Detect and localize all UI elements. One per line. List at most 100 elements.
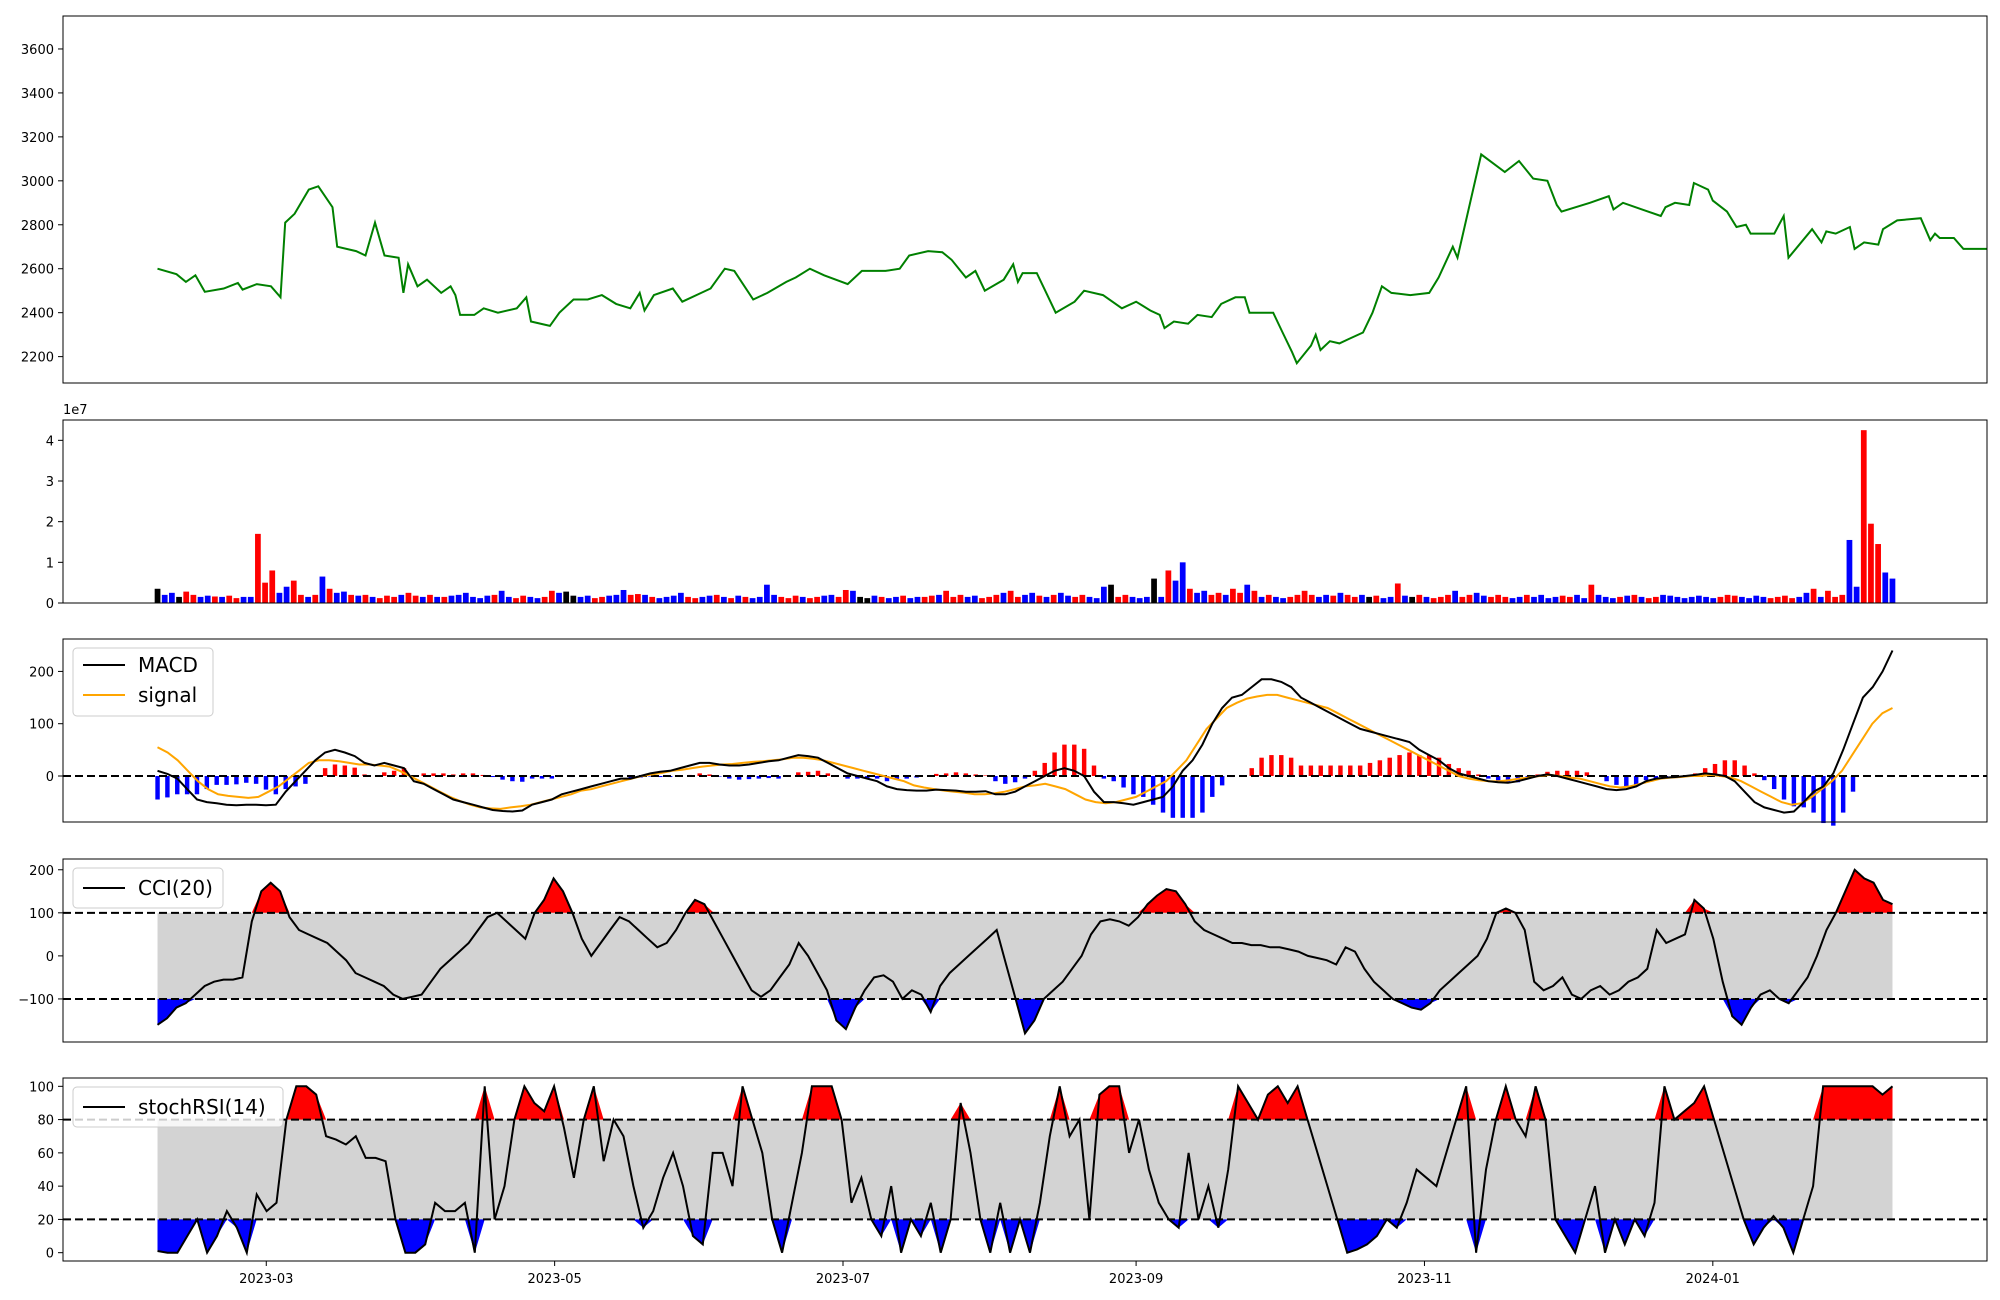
macd-hist-bar bbox=[648, 775, 653, 777]
volume-bar bbox=[1000, 592, 1007, 603]
volume-bar bbox=[556, 592, 562, 603]
macd-hist-bar bbox=[1190, 775, 1195, 818]
macd-hist-bar bbox=[1348, 765, 1353, 776]
volume-bar bbox=[326, 588, 333, 603]
macd-hist-bar bbox=[628, 775, 633, 779]
macd-hist-bar bbox=[1456, 768, 1461, 776]
macd-hist-bar bbox=[391, 770, 397, 776]
price-ytick-label: 3000 bbox=[21, 175, 54, 190]
volume-bar bbox=[455, 594, 462, 603]
volume-bar bbox=[462, 592, 469, 603]
volume-bar bbox=[498, 590, 505, 603]
macd-hist-bar bbox=[1298, 765, 1304, 776]
price-line bbox=[157, 152, 1987, 366]
macd-hist-bar bbox=[224, 775, 229, 785]
macd-hist-bar bbox=[1357, 765, 1363, 776]
macd-hist-bar bbox=[1150, 775, 1156, 805]
volume-bar bbox=[850, 590, 856, 603]
macd-hist-bar bbox=[1653, 775, 1659, 779]
volume-bar bbox=[1696, 595, 1702, 603]
macd-hist-bar bbox=[1397, 755, 1402, 776]
macd-hist-bar bbox=[382, 772, 387, 776]
volume-bar bbox=[1889, 578, 1896, 603]
stochrsi-ytick-label: 20 bbox=[37, 1213, 54, 1228]
cci-panel: −100 0 100 200 CCI(20) bbox=[18, 858, 1988, 1043]
volume-bar bbox=[1373, 595, 1380, 603]
volume-bar bbox=[1782, 595, 1788, 603]
volume-bar bbox=[226, 595, 233, 603]
volume-bar bbox=[706, 595, 713, 603]
macd-hist-bar bbox=[1752, 773, 1757, 776]
volume-bar bbox=[1416, 594, 1423, 603]
macd-hist-bar bbox=[1840, 775, 1846, 813]
volume-bar bbox=[1717, 596, 1724, 603]
macd-hist-bar bbox=[234, 775, 239, 785]
macd-hist-bar bbox=[470, 773, 476, 776]
volume-bar bbox=[1739, 596, 1745, 603]
volume-bar bbox=[1703, 596, 1709, 603]
volume-bar bbox=[1724, 594, 1731, 603]
volume-bar bbox=[1552, 596, 1559, 603]
volume-bar bbox=[219, 596, 225, 603]
volume-bar bbox=[792, 595, 799, 603]
volume-bar bbox=[1688, 596, 1695, 603]
date-axis: 2023-03 2023-05 2023-07 2023-09 2023-11 2024-… bbox=[239, 1261, 1740, 1287]
volume-bar bbox=[1753, 595, 1760, 603]
volume-bar bbox=[1086, 596, 1093, 603]
macd-hist-bar bbox=[855, 775, 860, 779]
volume-bar bbox=[190, 594, 197, 603]
volume-bar bbox=[785, 598, 792, 603]
macd-hist-bar bbox=[1180, 775, 1185, 818]
volume-bar bbox=[1638, 596, 1645, 603]
volume-bar bbox=[584, 595, 591, 603]
volume-bar bbox=[1760, 596, 1767, 603]
volume-bar bbox=[921, 596, 928, 603]
cci-ytick-label: 200 bbox=[29, 864, 54, 879]
macd-hist-bar bbox=[884, 775, 890, 782]
volume-bar bbox=[1430, 598, 1437, 603]
macd-hist-bar bbox=[549, 775, 555, 779]
volume-bar bbox=[1237, 592, 1243, 603]
volume-bar bbox=[663, 596, 670, 603]
volume-panel: 1e7 0 1 2 3 4 bbox=[46, 403, 1988, 612]
macd-hist-bar bbox=[421, 773, 426, 776]
volume-bar bbox=[570, 595, 577, 603]
macd-hist-bar bbox=[1495, 775, 1501, 781]
volume-bar bbox=[577, 596, 584, 603]
volume-bar bbox=[1323, 594, 1329, 603]
volume-bar bbox=[1065, 595, 1071, 603]
volume-bar bbox=[1509, 598, 1516, 603]
macd-hist-bar bbox=[1052, 752, 1057, 776]
cci-overbought-fill bbox=[157, 869, 1893, 913]
macd-hist-bar bbox=[697, 773, 702, 776]
macd-hist-bar bbox=[1584, 772, 1590, 776]
volume-bar bbox=[1144, 596, 1150, 603]
macd-hist-bar bbox=[1141, 775, 1146, 797]
volume-bar bbox=[885, 598, 892, 603]
volume-bar bbox=[1344, 594, 1351, 603]
stochrsi-ytick-label: 100 bbox=[29, 1080, 54, 1095]
macd-hist-bar bbox=[1269, 755, 1274, 776]
volume-bar bbox=[1653, 596, 1659, 603]
macd-hist-bar bbox=[993, 775, 998, 782]
volume-bar bbox=[649, 596, 656, 603]
volume-bar bbox=[1631, 594, 1638, 603]
volume-bar bbox=[1516, 596, 1523, 603]
volume-bar bbox=[233, 598, 240, 603]
macd-hist-bar bbox=[894, 775, 900, 780]
macd-hist-bar bbox=[727, 775, 732, 779]
volume-bar bbox=[1502, 596, 1509, 603]
macd-hist-bar bbox=[283, 775, 288, 790]
volume-bar bbox=[204, 595, 211, 603]
macd-line bbox=[157, 650, 1894, 814]
macd-hist-bar bbox=[204, 775, 210, 790]
volume-bar bbox=[376, 598, 383, 603]
volume-bar bbox=[599, 596, 605, 603]
volume-bar bbox=[1115, 596, 1122, 603]
volume-bar bbox=[1394, 583, 1401, 603]
volume-ytick-label: 1 bbox=[46, 556, 54, 571]
volume-bar bbox=[484, 595, 491, 603]
volume-bar bbox=[1057, 592, 1064, 603]
volume-bar bbox=[247, 596, 254, 603]
volume-bar bbox=[928, 595, 935, 603]
